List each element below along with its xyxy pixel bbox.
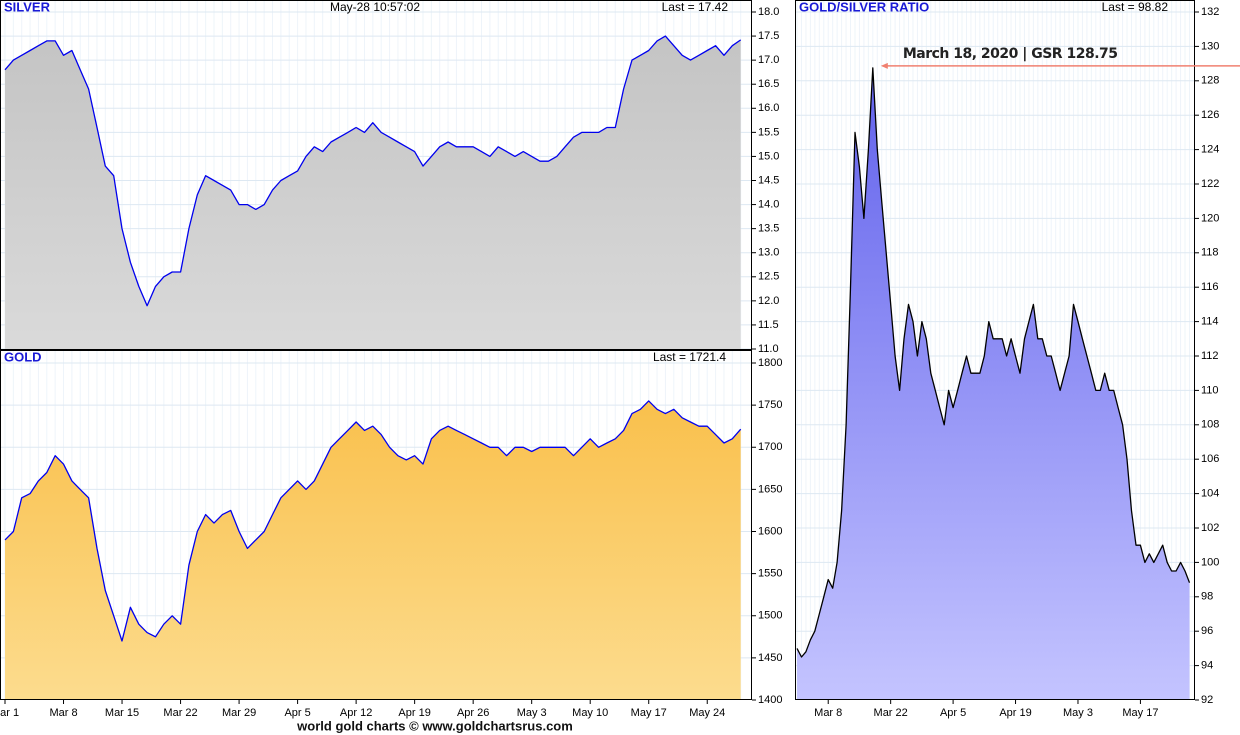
y-tick-label: 94 [1201, 660, 1213, 672]
x-tick-label: Apr 19 [999, 707, 1031, 719]
x-tick-label: May 17 [631, 707, 667, 719]
panel-frame [795, 0, 1195, 700]
y-tick-label: 124 [1201, 144, 1219, 156]
x-tick-label: May 3 [517, 707, 547, 719]
x-tick-label: Apr 5 [284, 707, 310, 719]
y-tick-label: 13.5 [758, 223, 779, 235]
panel-title: GOLD [4, 349, 42, 364]
y-tick-label: 112 [1201, 350, 1219, 362]
y-tick-label: 128 [1201, 75, 1219, 87]
price-line [796, 67, 1191, 658]
x-tick-label: Mar 22 [874, 707, 908, 719]
y-tick-label: 12.0 [758, 295, 779, 307]
y-tick-label: 114 [1201, 316, 1219, 328]
y-tick-label: 15.0 [758, 150, 779, 162]
plot-layer: 11.0 11.5 12.0 12.5 13.0 13.5 14.0 14.5 15.0 15.5… [0, 0, 1240, 719]
y-tick-label: 18.0 [758, 6, 779, 18]
panel [795, 0, 1195, 700]
y-tick-label: 14.5 [758, 174, 779, 186]
last-label: Last = 1721.4 [653, 350, 726, 364]
y-tick-label: 130 [1201, 40, 1219, 52]
y-tick-label: 118 [1201, 247, 1219, 259]
arrow-head [880, 62, 888, 69]
panel [0, 350, 752, 700]
y-tick-label: 11.5 [758, 319, 779, 331]
x-tick-label: Mar 15 [105, 707, 139, 719]
x-tick-label: Apr 12 [340, 707, 372, 719]
panel [0, 0, 752, 350]
area-fill [5, 400, 741, 700]
price-line [4, 400, 742, 642]
y-tick-label: 110 [1201, 384, 1219, 396]
y-tick-label: 126 [1201, 109, 1219, 121]
area-fill [5, 36, 741, 350]
x-tick-label: Mar 8 [49, 707, 77, 719]
x-tick-label: Mar 1 [0, 707, 19, 719]
y-tick-label: 1650 [758, 483, 782, 495]
x-tick-label: Mar 22 [163, 707, 197, 719]
y-tick-label: 17.0 [758, 54, 779, 66]
price-line [4, 35, 742, 307]
y-tick-label: 15.5 [758, 126, 779, 138]
y-tick-label: 16.5 [758, 78, 779, 90]
y-tick-label: 17.5 [758, 30, 779, 42]
y-tick-label: 108 [1201, 419, 1219, 431]
y-tick-label: 12.5 [758, 271, 779, 283]
x-tick-label: Apr 5 [940, 707, 966, 719]
y-tick-label: 1800 [758, 357, 782, 369]
y-tick-label: 13.0 [758, 247, 779, 259]
y-tick-label: 102 [1201, 522, 1219, 534]
x-tick-label: Apr 26 [457, 707, 489, 719]
area-fill [797, 67, 1190, 700]
timestamp: May-28 10:57:02 [330, 0, 420, 14]
panel-title: GOLD/SILVER RATIO [799, 0, 929, 14]
y-tick-label: 98 [1201, 591, 1213, 603]
y-tick-label: 96 [1201, 625, 1213, 637]
y-tick-label: 104 [1201, 488, 1219, 500]
x-tick-label: Mar 8 [814, 707, 842, 719]
y-tick-label: 100 [1201, 556, 1219, 568]
y-tick-label: 1750 [758, 399, 782, 411]
x-tick-label: May 17 [1122, 707, 1158, 719]
x-tick-label: May 24 [689, 707, 725, 719]
last-label: Last = 17.42 [662, 0, 729, 14]
y-tick-label: 122 [1201, 178, 1219, 190]
y-tick-label: 1550 [758, 568, 782, 580]
y-tick-label: 1500 [758, 610, 782, 622]
y-tick-label: 1700 [758, 441, 782, 453]
last-label: Last = 98.82 [1102, 0, 1169, 14]
x-tick-label: Mar 29 [222, 707, 256, 719]
y-tick-label: 92 [1201, 694, 1213, 706]
y-tick-label: 1400 [758, 694, 782, 706]
y-tick-label: 106 [1201, 453, 1219, 465]
y-tick-label: 1600 [758, 525, 782, 537]
annotation-text: March 18, 2020 | GSR 128.75 [903, 46, 1118, 62]
panel-title: SILVER [4, 0, 51, 14]
x-tick-label: Apr 19 [398, 707, 430, 719]
y-tick-label: 132 [1201, 6, 1219, 18]
x-tick-label: May 10 [572, 707, 608, 719]
y-tick-label: 116 [1201, 281, 1219, 293]
x-tick-label: May 3 [1063, 707, 1093, 719]
y-tick-label: 120 [1201, 212, 1219, 224]
y-tick-label: 16.0 [758, 102, 779, 114]
y-tick-label: 1450 [758, 652, 782, 664]
y-tick-label: 14.0 [758, 198, 779, 210]
footer: world gold charts © www.goldchartsrus.co… [296, 718, 573, 733]
y-tick-label: 11.0 [758, 343, 779, 355]
